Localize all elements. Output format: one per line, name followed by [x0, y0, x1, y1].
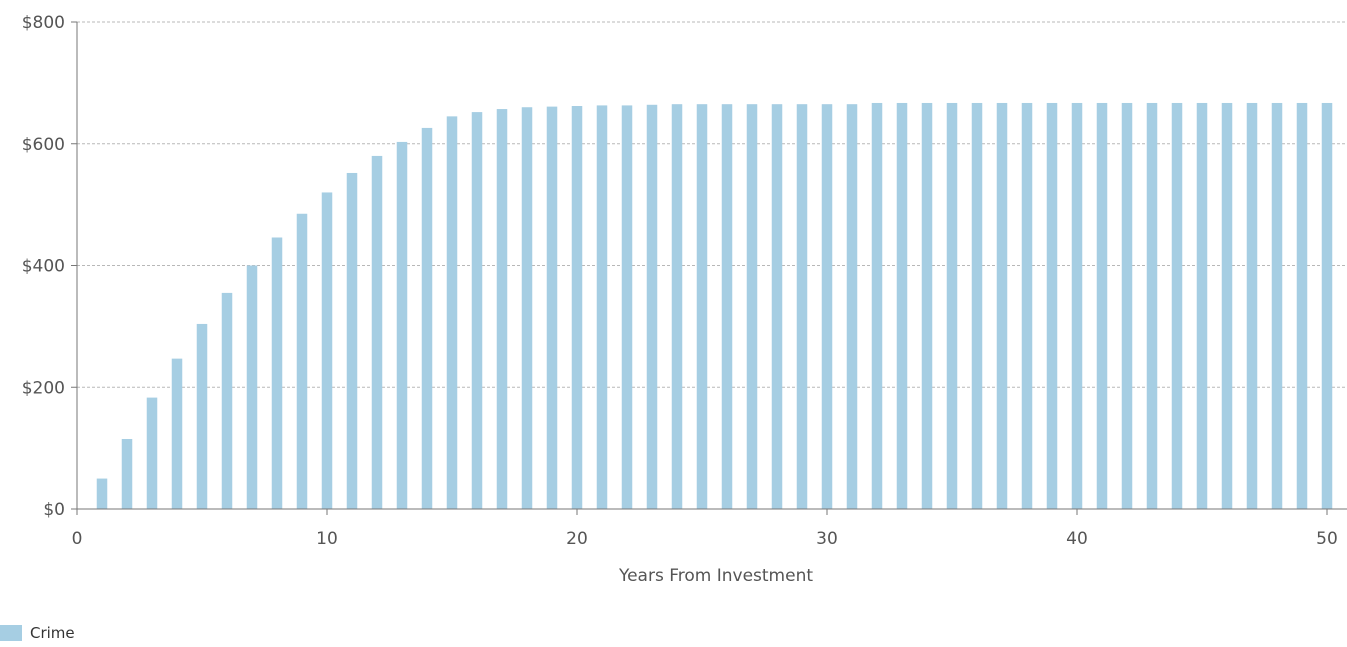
bar-year-21 — [596, 105, 608, 510]
bar-year-35 — [946, 102, 958, 510]
bar-year-41 — [1096, 102, 1108, 510]
bar-year-19 — [546, 106, 558, 510]
bar-year-5 — [196, 323, 208, 509]
x-tick-label-0: 0 — [72, 529, 83, 549]
y-tick-label-200: $200 — [22, 378, 65, 398]
bar-year-38 — [1021, 102, 1033, 510]
y-tick-label-800: $800 — [22, 13, 65, 33]
bar-year-3 — [146, 397, 158, 509]
x-axis-title: Years From Investment — [618, 566, 813, 586]
bar-year-43 — [1146, 102, 1158, 510]
x-tick-label-50: 50 — [1316, 529, 1338, 549]
bar-year-29 — [796, 104, 808, 510]
bar-year-40 — [1071, 102, 1083, 510]
bars — [96, 102, 1333, 510]
bar-year-4 — [171, 358, 183, 509]
bar-year-39 — [1046, 102, 1058, 510]
gridlines — [77, 21, 1347, 388]
bar-year-13 — [396, 141, 408, 509]
bar-year-25 — [696, 104, 708, 510]
bar-year-10 — [321, 192, 333, 509]
bar-year-18 — [521, 107, 533, 509]
bar-year-28 — [771, 104, 783, 510]
bar-year-34 — [921, 102, 933, 510]
bar-year-12 — [371, 155, 383, 510]
bar-year-24 — [671, 104, 683, 510]
x-tick-label-30: 30 — [816, 529, 838, 549]
bar-year-49 — [1296, 102, 1308, 510]
y-tick-label-400: $400 — [22, 257, 65, 277]
bar-year-32 — [871, 102, 883, 510]
bar-year-16 — [471, 112, 483, 509]
bar-year-36 — [971, 102, 983, 510]
bar-year-14 — [421, 127, 433, 510]
bar-year-26 — [721, 104, 733, 510]
bar-year-7 — [246, 265, 258, 509]
y-tick-label-600: $600 — [22, 135, 65, 155]
legend-swatch-crime — [0, 625, 22, 641]
bar-year-44 — [1171, 102, 1183, 510]
bar-year-37 — [996, 102, 1008, 510]
bar-year-30 — [821, 104, 833, 510]
bar-year-9 — [296, 213, 308, 509]
bar-year-31 — [846, 104, 858, 510]
bar-year-45 — [1196, 102, 1208, 510]
bar-year-27 — [746, 104, 758, 510]
bar-year-8 — [271, 237, 283, 509]
bar-year-42 — [1121, 102, 1133, 510]
bar-year-20 — [571, 106, 583, 509]
x-tick-label-40: 40 — [1066, 529, 1088, 549]
x-tick-label-20: 20 — [566, 529, 588, 549]
bar-year-46 — [1221, 102, 1233, 510]
x-tick-label-10: 10 — [316, 529, 338, 549]
bar-year-22 — [621, 105, 633, 510]
legend: Crime — [0, 624, 75, 642]
bar-year-23 — [646, 104, 658, 509]
bar-year-33 — [896, 102, 908, 510]
bar-year-1 — [96, 478, 108, 509]
y-tick-label-0: $0 — [43, 500, 65, 520]
legend-label-crime: Crime — [30, 624, 75, 642]
bar-year-11 — [346, 172, 358, 509]
bar-year-6 — [221, 292, 233, 509]
y-axis-ticks: $0 $200 $400 $600 $800 — [22, 13, 77, 520]
bar-year-2 — [121, 438, 133, 509]
bar-year-48 — [1271, 102, 1283, 510]
bar-year-50 — [1321, 102, 1333, 510]
bar-year-17 — [496, 109, 508, 510]
bar-year-15 — [446, 116, 458, 509]
x-axis-ticks: 0 10 20 30 40 50 — [72, 509, 1338, 549]
bar-year-47 — [1246, 102, 1258, 510]
